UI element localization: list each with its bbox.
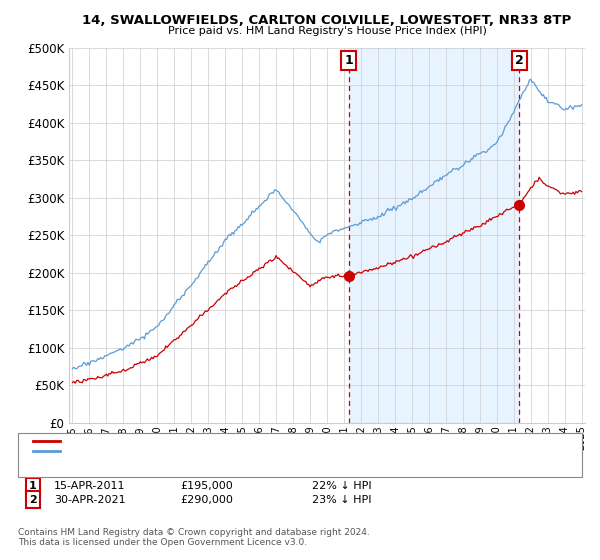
Text: 1: 1 [29, 481, 37, 491]
Text: 14, SWALLOWFIELDS, CARLTON COLVILLE, LOWESTOFT, NR33 8TP: 14, SWALLOWFIELDS, CARLTON COLVILLE, LOW… [82, 14, 572, 27]
Bar [349, 48, 520, 423]
Text: Contains HM Land Registry data © Crown copyright and database right 2024.
This d: Contains HM Land Registry data © Crown c… [18, 528, 370, 547]
Text: 14, SWALLOWFIELDS, CARLTON COLVILLE, LOWESTOFT, NR33 8TP (detached house): 14, SWALLOWFIELDS, CARLTON COLVILLE, LOW… [65, 436, 502, 446]
Text: 22% ↓ HPI: 22% ↓ HPI [312, 481, 371, 491]
Text: 15-APR-2011: 15-APR-2011 [54, 481, 125, 491]
Text: £290,000: £290,000 [180, 494, 233, 505]
Text: 1: 1 [344, 54, 353, 67]
Text: 30-APR-2021: 30-APR-2021 [54, 494, 125, 505]
Text: £195,000: £195,000 [180, 481, 233, 491]
Text: HPI: Average price, detached house, East Suffolk: HPI: Average price, detached house, East… [65, 446, 320, 456]
Text: 2: 2 [29, 494, 37, 505]
Text: 2: 2 [515, 54, 524, 67]
Text: Price paid vs. HM Land Registry's House Price Index (HPI): Price paid vs. HM Land Registry's House … [167, 26, 487, 36]
Text: 23% ↓ HPI: 23% ↓ HPI [312, 494, 371, 505]
